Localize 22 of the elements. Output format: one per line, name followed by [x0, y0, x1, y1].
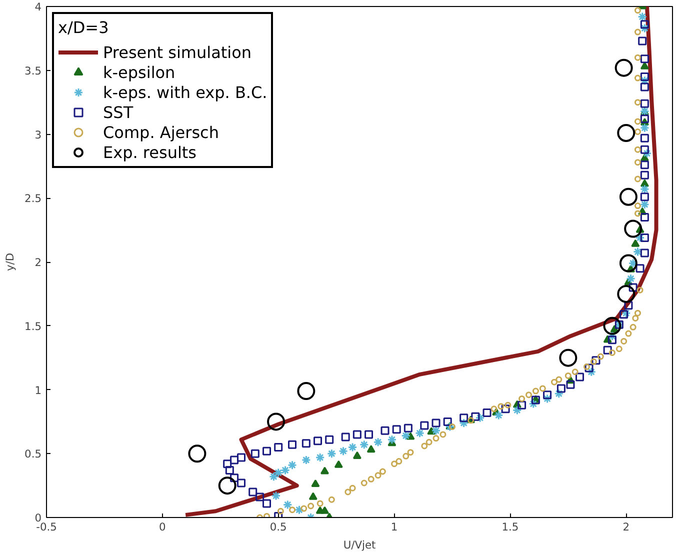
x-tick-label: 1.5: [502, 520, 519, 534]
x-tick-label: 0: [159, 520, 166, 534]
y-axis-title: y/D: [4, 252, 17, 272]
y-tick-label: 2.5: [24, 192, 42, 206]
y-tick-label: 4: [34, 0, 42, 14]
y-tick-label: 2: [34, 256, 42, 269]
y-tick-label: 3.5: [24, 64, 42, 78]
y-tick-label: 0.5: [24, 448, 42, 461]
legend-label: SST: [103, 102, 134, 122]
y-tick-label: 3: [34, 128, 42, 142]
legend-label: k-epsilon: [103, 62, 176, 82]
y-tick-label: 1: [34, 384, 42, 397]
legend-label: Exp. results: [103, 142, 197, 162]
x-tick-label: 0.5: [270, 520, 287, 534]
legend-label: Present simulation: [103, 42, 252, 62]
legend-label: k-eps. with exp. B.C.: [103, 82, 268, 102]
legend-title: x/D=3: [58, 18, 110, 37]
x-tick-label: 2: [622, 520, 630, 534]
legend-label: Comp. Ajersch: [103, 122, 219, 142]
y-tick-label: 1.5: [24, 320, 42, 333]
x-axis-title: U/Vjet: [343, 538, 376, 552]
x-tick-label: 1: [390, 520, 398, 534]
